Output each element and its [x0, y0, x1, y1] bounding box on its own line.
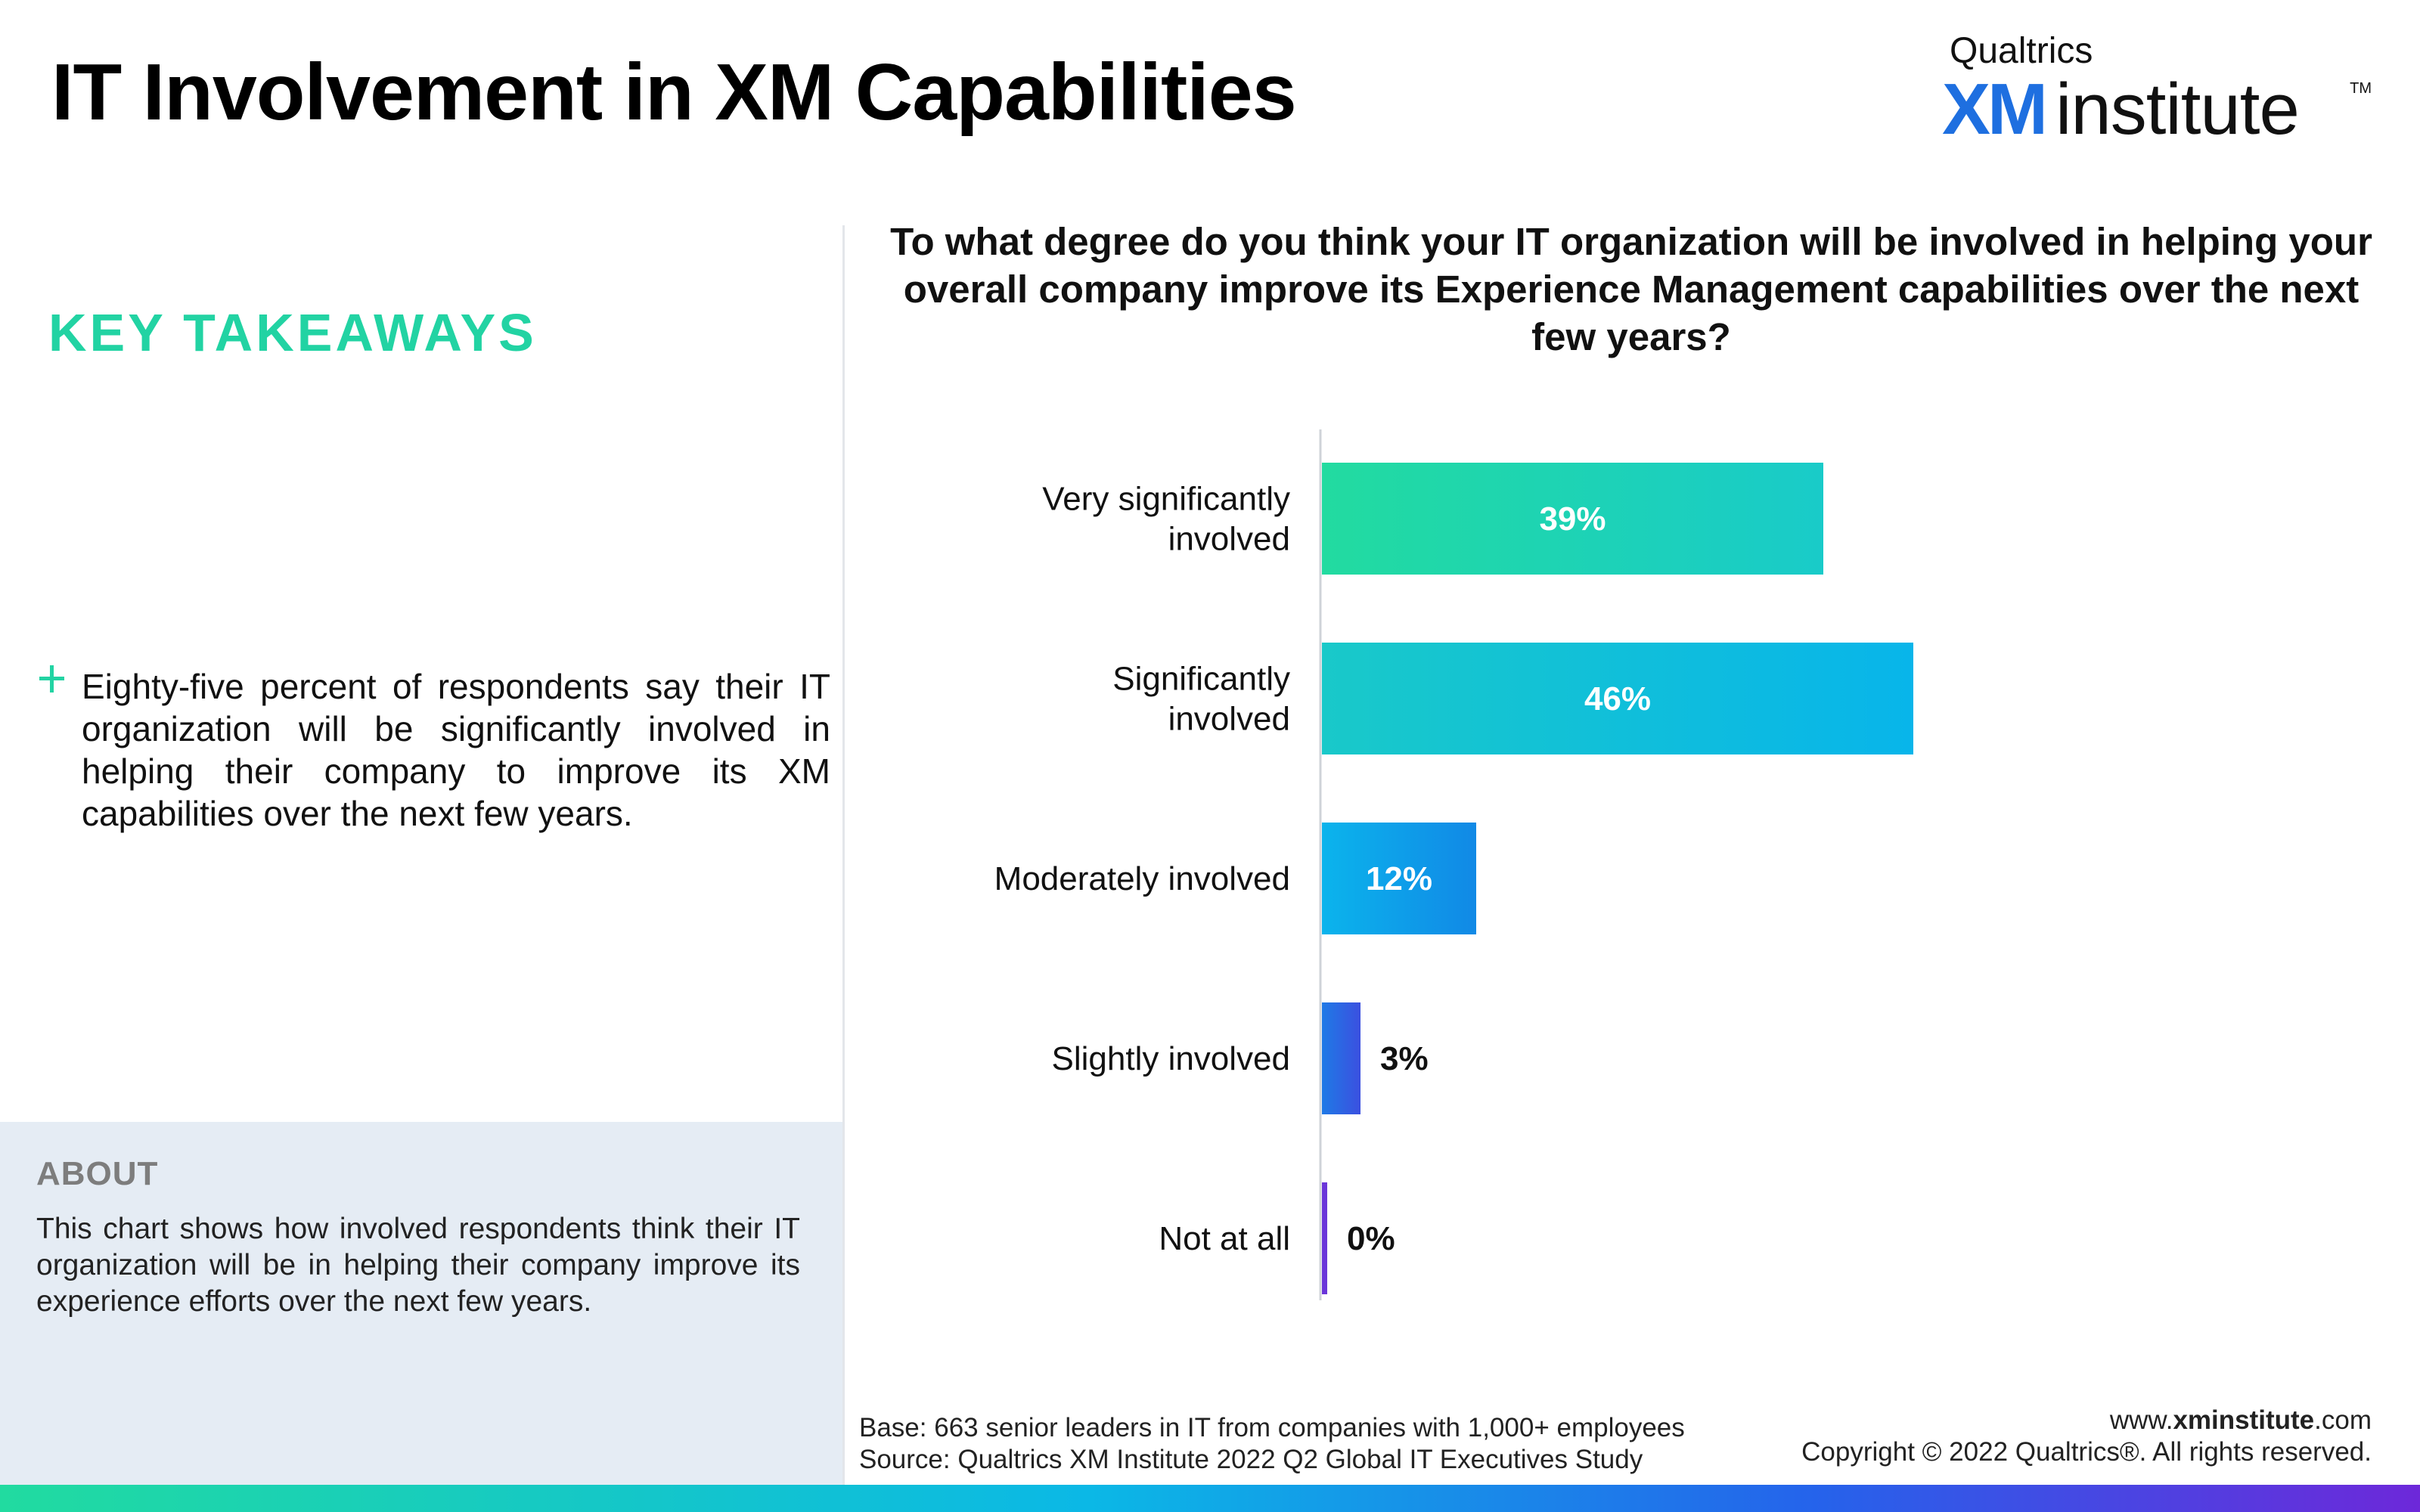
category-label: Moderately involved — [994, 860, 1290, 897]
category-label: involved — [1168, 521, 1290, 558]
footnote: Base: 663 senior leaders in IT from comp… — [859, 1412, 1685, 1476]
category-label: Slightly involved — [1052, 1040, 1291, 1077]
about-text: This chart shows how involved respondent… — [36, 1213, 800, 1318]
logo-brand: Qualtrics — [1950, 31, 2093, 71]
source-note: Source: Qualtrics XM Institute 2022 Q2 G… — [859, 1445, 1643, 1474]
takeaway-text: Eighty-five percent of respondents say t… — [82, 667, 830, 833]
page-title: IT Involvement in XM Capabilities — [51, 48, 1297, 137]
about-heading: ABOUT — [36, 1155, 159, 1192]
bar — [1322, 1002, 1360, 1114]
url-suffix: .com — [2314, 1405, 2372, 1435]
url-prefix: www. — [2109, 1405, 2173, 1435]
bar — [1322, 643, 1913, 754]
category-label: Significantly — [1112, 661, 1290, 698]
bar — [1322, 823, 1476, 934]
chart-title: To what degree do you think your IT orga… — [890, 220, 2372, 358]
about-panel: ABOUT This chart shows how involved resp… — [0, 1122, 844, 1486]
data-label: 0% — [1347, 1220, 1395, 1257]
plus-icon — [36, 662, 67, 692]
url-domain: xminstitute — [2173, 1405, 2315, 1435]
website-link[interactable]: www.xminstitute.com — [1801, 1405, 2372, 1436]
bar-chart: 39%Very significantlyinvolved46%Signific… — [994, 429, 1913, 1300]
category-label: Very significantly — [1042, 481, 1290, 518]
bar — [1322, 1182, 1327, 1294]
data-label: 46% — [1584, 680, 1651, 717]
category-label: Not at all — [1159, 1220, 1290, 1257]
logo-word: institute — [2055, 69, 2300, 150]
xm-institute-logo: Qualtrics XM institute TM — [1942, 30, 2372, 150]
section-divider — [842, 225, 845, 1488]
key-takeaways-heading: KEY TAKEAWAYS — [48, 303, 537, 362]
bar — [1322, 463, 1823, 575]
data-label: 3% — [1380, 1040, 1429, 1077]
logo-mark: XM — [1942, 69, 2048, 150]
category-label: involved — [1168, 701, 1290, 738]
logo-wordmark: XM institute — [1942, 68, 2300, 151]
copyright: Copyright © 2022 Qualtrics®. All rights … — [1801, 1437, 2372, 1467]
brand-gradient-bar — [0, 1485, 2420, 1512]
footer-credits: www.xminstitute.com Copyright © 2022 Qua… — [1801, 1405, 2372, 1468]
logo-trademark: TM — [2350, 80, 2372, 97]
base-note: Base: 663 senior leaders in IT from comp… — [859, 1413, 1685, 1442]
data-label: 39% — [1539, 500, 1606, 538]
data-label: 12% — [1366, 860, 1432, 897]
